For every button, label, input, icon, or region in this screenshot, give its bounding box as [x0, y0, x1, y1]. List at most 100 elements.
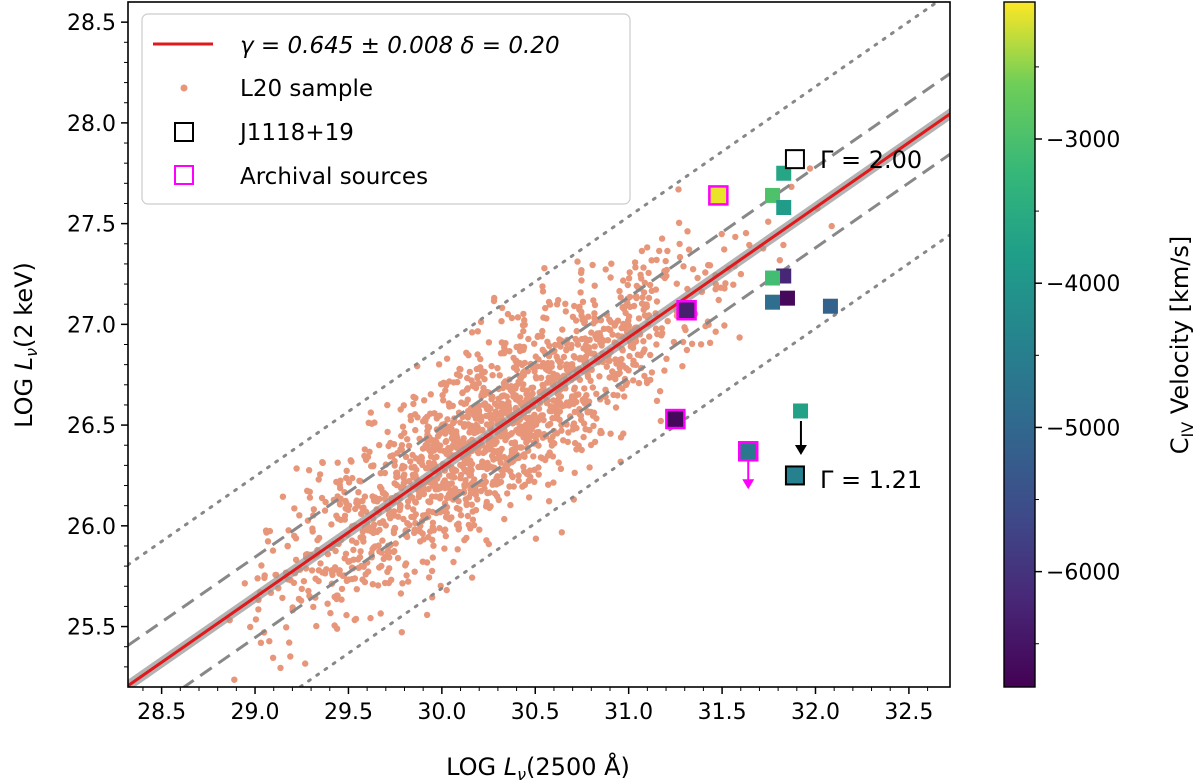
sample-point: [673, 280, 680, 287]
sample-point: [676, 240, 683, 248]
sample-point: [300, 578, 308, 585]
sample-point: [577, 289, 584, 296]
sample-point: [633, 282, 640, 290]
sample-point: [682, 326, 689, 334]
sample-point: [590, 297, 597, 304]
sample-point: [402, 562, 409, 569]
sample-point: [502, 378, 509, 385]
sample-point: [384, 428, 391, 436]
sample-point: [529, 390, 536, 397]
colorbar-tick-label: −4000: [1046, 272, 1120, 297]
sample-point: [327, 609, 334, 617]
sample-point: [620, 277, 627, 284]
velocity-square: [793, 403, 809, 419]
sample-point: [310, 603, 317, 611]
sample-point: [634, 351, 642, 358]
sample-point: [277, 664, 284, 672]
sample-point: [308, 567, 316, 574]
sample-point: [354, 556, 362, 563]
sample-point: [496, 372, 503, 379]
sample-point: [546, 342, 553, 349]
sample-point: [443, 437, 450, 445]
sample-point: [269, 654, 277, 661]
sample-point: [401, 429, 408, 436]
sample-point: [504, 310, 512, 318]
sample-point: [579, 298, 587, 305]
sample-point: [404, 436, 411, 443]
sample-point: [538, 363, 545, 370]
sample-point: [617, 294, 624, 301]
sample-point: [578, 267, 585, 274]
sample-point: [422, 417, 429, 424]
sample-point: [419, 512, 427, 519]
sample-point: [392, 540, 399, 547]
sample-point: [427, 410, 434, 417]
sample-point: [297, 597, 305, 604]
sample-point: [398, 629, 405, 636]
sample-point: [647, 351, 654, 359]
sample-point: [590, 320, 597, 327]
sample-point: [590, 409, 598, 416]
sample-point: [614, 392, 621, 399]
sample-point: [316, 471, 324, 478]
sample-point: [305, 587, 312, 595]
sample-point: [631, 259, 639, 266]
sample-point: [564, 438, 571, 446]
sample-point: [391, 480, 398, 487]
sample-point: [570, 400, 577, 407]
sample-point: [355, 564, 362, 571]
fit-dotted-upper: [128, 2, 940, 567]
sample-point: [285, 527, 292, 534]
l20-sample-points: [226, 165, 835, 683]
sample-point: [445, 494, 453, 501]
sample-point: [425, 424, 433, 431]
sample-point: [331, 622, 338, 629]
sample-point: [602, 266, 609, 273]
fit-dashed-upper: [128, 72, 950, 647]
sample-point: [508, 314, 516, 322]
sample-point: [463, 501, 470, 509]
sample-point: [675, 219, 683, 226]
sample-point: [508, 446, 516, 454]
sample-point: [476, 526, 483, 533]
sample-point: [646, 281, 654, 289]
sample-point: [334, 459, 341, 466]
sample-point: [472, 381, 479, 388]
sample-point: [626, 293, 634, 301]
sample-point: [305, 467, 313, 474]
sample-point: [571, 302, 578, 310]
archival-source: [665, 408, 686, 430]
sample-point: [658, 235, 666, 242]
sample-point: [470, 411, 477, 418]
sample-point: [460, 435, 467, 442]
sample-point: [404, 503, 411, 510]
sample-point: [721, 322, 728, 329]
sample-point: [334, 493, 341, 500]
sample-point: [373, 528, 381, 536]
sample-point: [291, 505, 298, 512]
sample-point: [545, 374, 552, 381]
sample-point: [357, 478, 364, 485]
sample-point: [403, 572, 410, 579]
sample-point: [470, 487, 478, 494]
sample-point: [685, 246, 693, 253]
archival-source: [708, 185, 729, 206]
sample-point: [694, 274, 701, 282]
sample-point: [386, 548, 393, 555]
sample-point: [425, 485, 432, 493]
sample-point: [562, 300, 569, 307]
sample-point: [480, 384, 487, 392]
sample-point: [562, 308, 569, 315]
sample-point: [442, 387, 449, 394]
sample-point: [422, 441, 429, 449]
sample-point: [394, 554, 402, 562]
sample-point: [635, 315, 643, 322]
sample-point: [765, 218, 772, 225]
sample-point: [416, 458, 423, 465]
sample-point: [498, 304, 506, 311]
sample-point: [702, 269, 709, 276]
y-tick-label: 26.0: [67, 515, 116, 540]
sample-point: [544, 359, 552, 367]
sample-point: [653, 256, 660, 264]
sample-point: [439, 392, 446, 399]
